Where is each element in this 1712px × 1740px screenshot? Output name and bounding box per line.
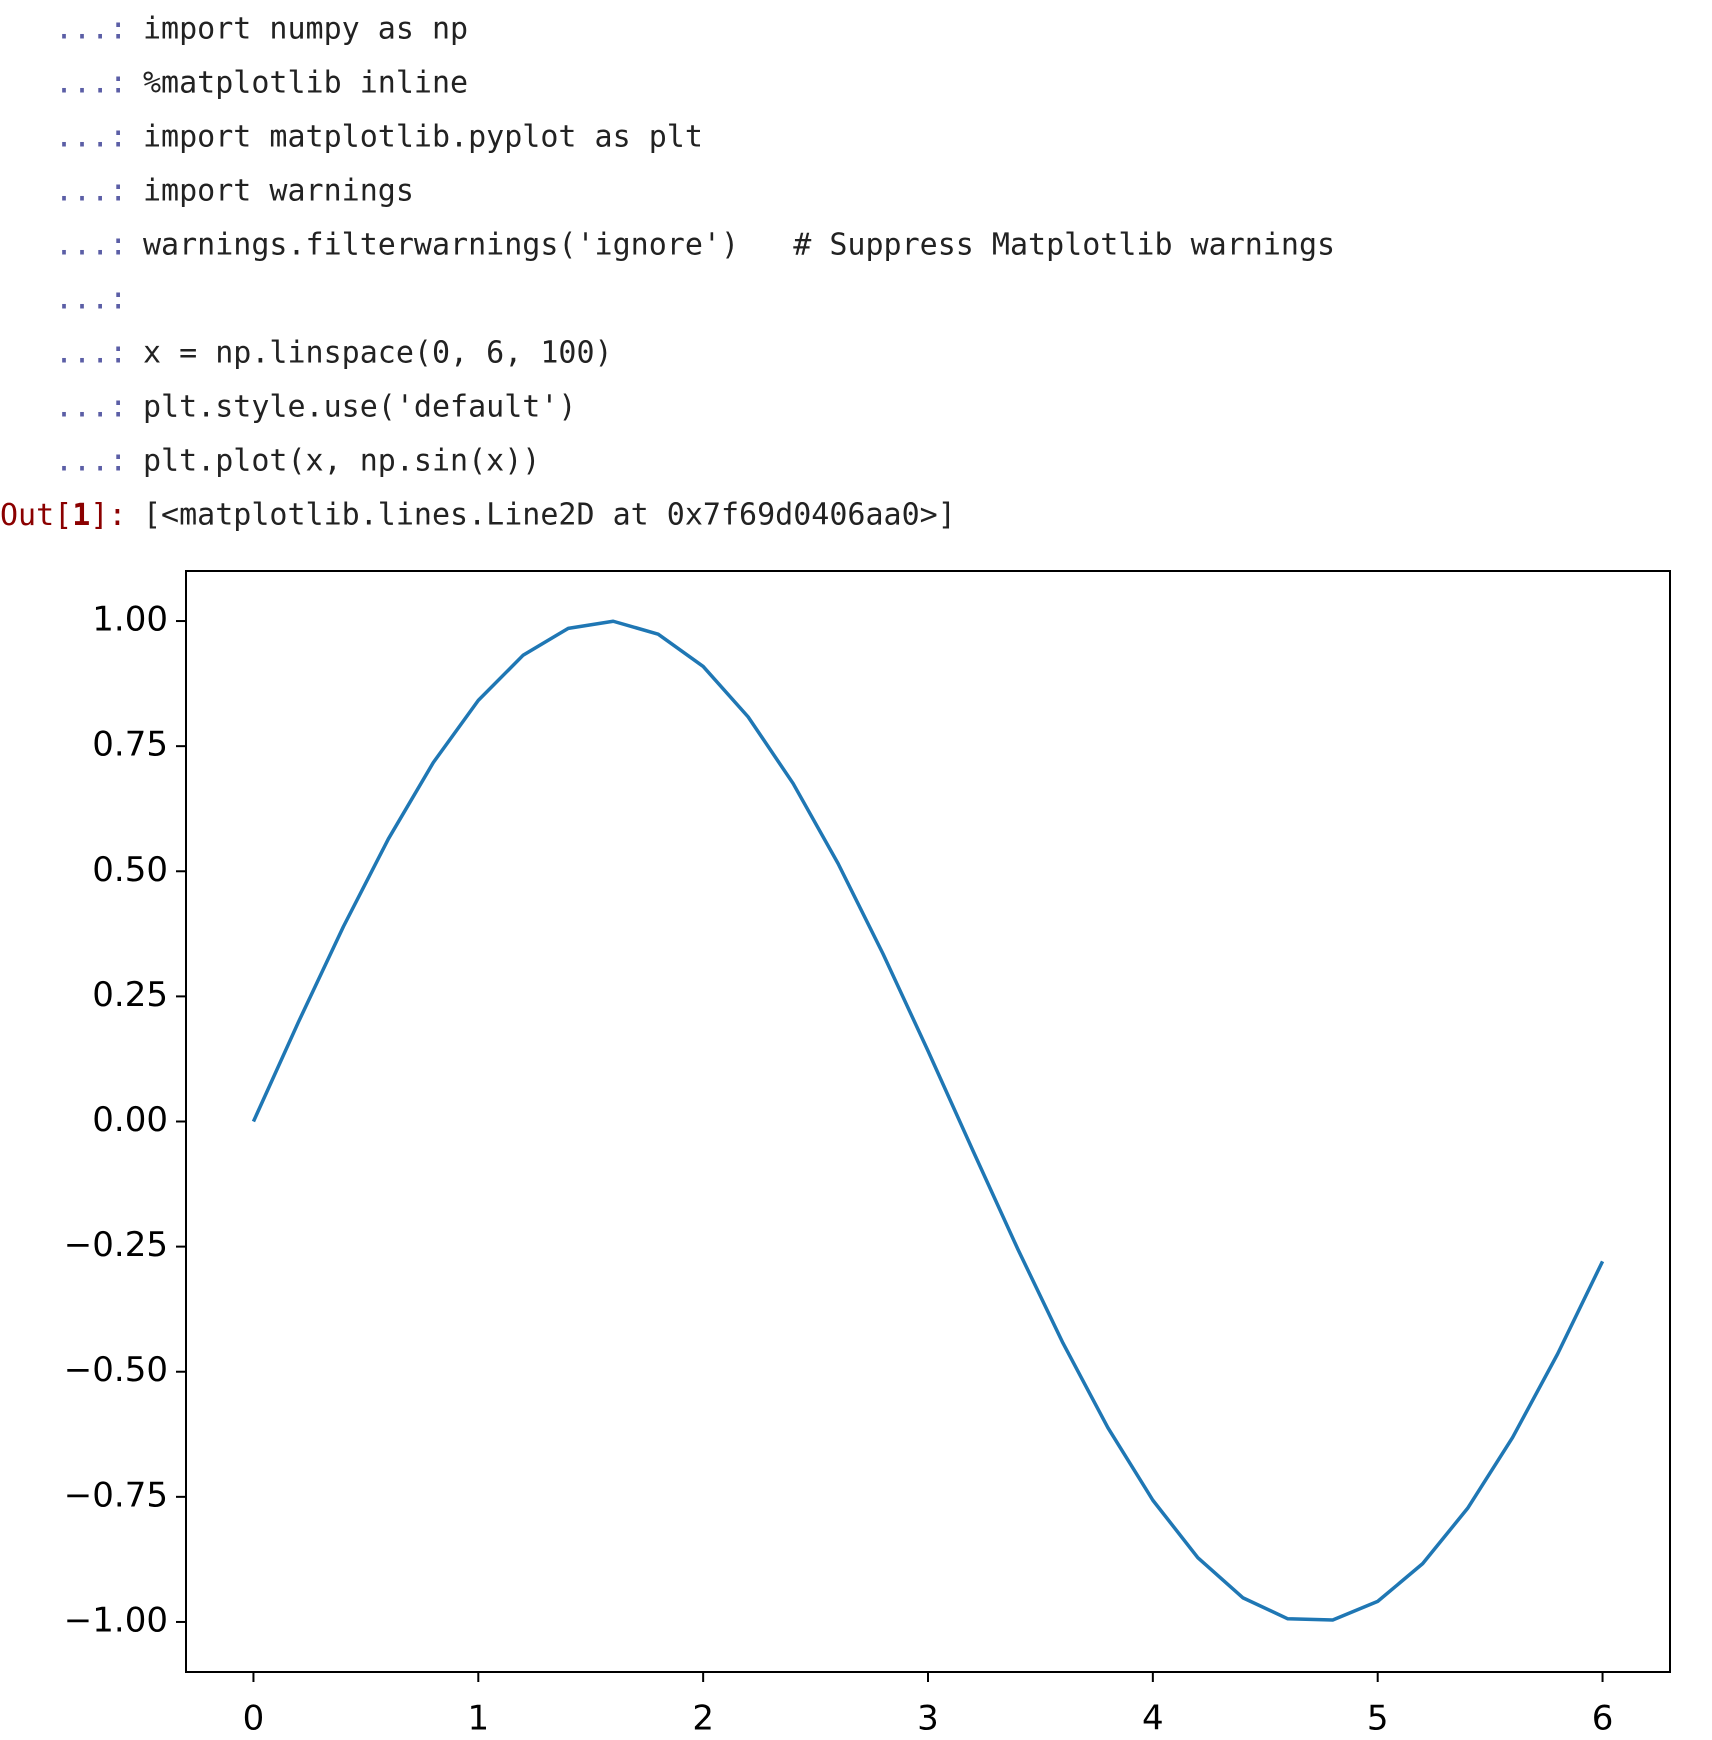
code-line: x = np.linspace(0, 6, 100) [143,336,613,371]
output-text: [<matplotlib.lines.Line2D at 0x7f69d0406… [143,498,956,533]
code-line: plt.plot(x, np.sin(x)) [143,444,540,479]
plot-frame [185,570,1671,1673]
y-tick-label: 0.25 [92,975,168,1015]
out-prompt-part: 1 [72,498,90,533]
code-line: import warnings [143,174,414,209]
code-line: import numpy as np [143,12,468,47]
y-tick-label: −0.25 [64,1225,168,1265]
y-tick-label: 0.50 [92,850,168,890]
y-tick-label: 0.75 [92,725,168,765]
x-tick-label: 0 [243,1699,265,1739]
x-tick-label: 6 [1592,1699,1614,1739]
continuation-prompt: ...: [55,12,127,47]
continuation-prompt: ...: [55,444,127,479]
code-line: %matplotlib inline [143,66,468,101]
y-tick-label: −0.75 [64,1475,168,1515]
out-prompt: Out[1]: [0,498,126,533]
code-line: plt.style.use('default') [143,390,576,425]
x-tick-label: 4 [1142,1699,1164,1739]
continuation-prompt: ...: [55,390,127,425]
continuation-prompt: ...: [55,120,127,155]
continuation-prompt: ...: [55,336,127,371]
x-tick-label: 5 [1367,1699,1389,1739]
data-line [251,619,1605,1622]
y-tick-label: 1.00 [92,600,168,640]
out-prompt-part: ]: [90,498,126,533]
continuation-prompt: ...: [55,66,127,101]
continuation-prompt: ...: [55,228,127,263]
y-tick-label: −1.00 [64,1600,168,1640]
code-line: warnings.filterwarnings('ignore') # Supp… [143,228,1335,263]
out-prompt-part: Out[ [0,498,72,533]
y-tick-label: 0.00 [92,1100,168,1140]
x-tick-label: 2 [692,1699,714,1739]
continuation-prompt: ...: [55,174,127,209]
y-tick-label: −0.50 [64,1350,168,1390]
code-line: import matplotlib.pyplot as plt [143,120,703,155]
continuation-prompt: ...: [55,282,127,317]
x-tick-label: 1 [467,1699,489,1739]
x-tick-label: 3 [917,1699,939,1739]
